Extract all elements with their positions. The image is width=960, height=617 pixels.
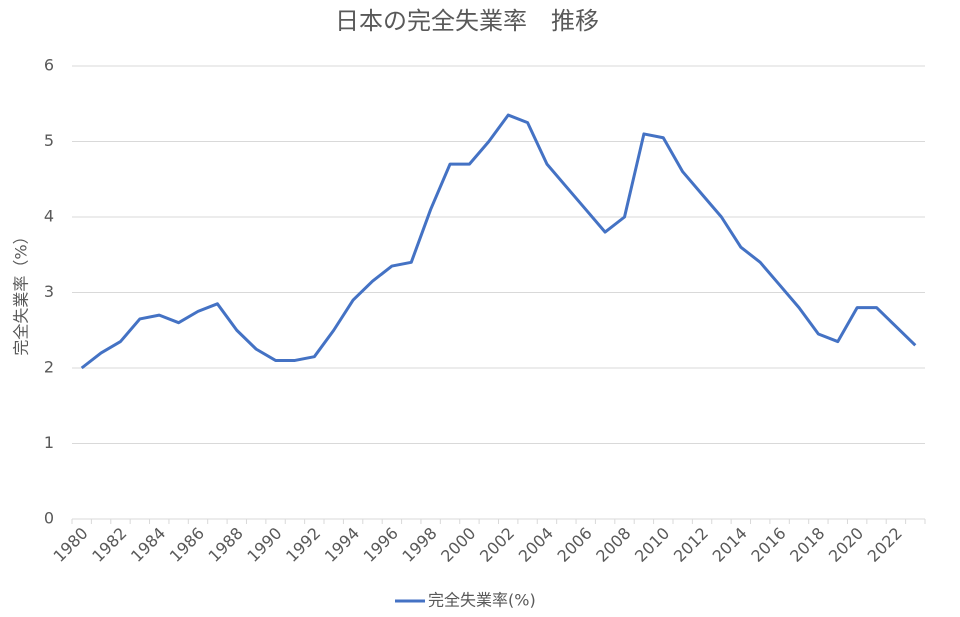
x-tick-label: 2006 [554, 524, 596, 566]
y-axis-label: 完全失業率（%） [12, 228, 31, 355]
x-tick-label: 1994 [321, 524, 363, 566]
x-tick-label: 1984 [127, 524, 169, 566]
y-tick-label: 6 [44, 56, 54, 75]
x-tick-label: 2008 [592, 524, 634, 566]
x-tick-label: 2010 [631, 524, 673, 566]
series-line [80, 113, 917, 370]
x-tick-label: 1992 [282, 524, 324, 566]
y-tick-label: 0 [44, 509, 54, 528]
legend-label: 完全失業率(%) [428, 591, 536, 610]
x-tick-label: 1982 [88, 524, 130, 566]
x-tick-label: 2002 [476, 524, 518, 566]
x-tick-label: 2004 [515, 524, 557, 566]
x-tick-label: 2000 [437, 524, 479, 566]
x-tick-label: 1988 [205, 524, 247, 566]
y-tick-label: 3 [44, 282, 54, 301]
x-tick-label: 2022 [864, 524, 906, 566]
y-tick-label: 5 [44, 131, 54, 150]
x-tick-label: 2016 [747, 524, 789, 566]
y-tick-label: 1 [44, 433, 54, 452]
x-tick-label: 2014 [709, 524, 751, 566]
x-tick-label: 2012 [670, 524, 712, 566]
y-tick-label: 2 [44, 358, 54, 377]
x-tick-label: 2020 [825, 524, 867, 566]
x-tick-label: 2018 [786, 524, 828, 566]
x-tick-label: 1986 [166, 524, 208, 566]
chart-title: 日本の完全失業率 推移 [335, 7, 599, 35]
y-tick-label: 4 [44, 207, 54, 226]
x-tick-label: 1980 [49, 524, 91, 566]
x-tick-label: 1990 [243, 524, 285, 566]
x-tick-label: 1996 [360, 524, 402, 566]
x-tick-label: 1998 [398, 524, 440, 566]
